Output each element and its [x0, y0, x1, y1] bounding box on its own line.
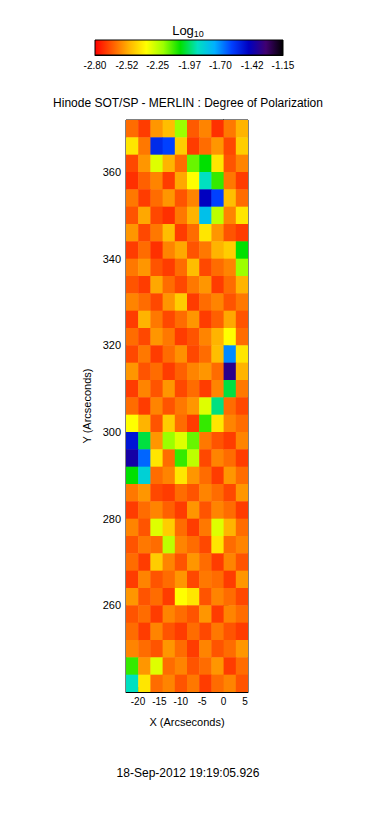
svg-text:-2.80: -2.80 — [84, 60, 107, 71]
svg-text:10: 10 — [194, 29, 204, 39]
svg-text:300: 300 — [103, 426, 121, 438]
svg-text:320: 320 — [103, 339, 121, 351]
svg-text:5: 5 — [242, 696, 248, 707]
svg-text:280: 280 — [103, 513, 121, 525]
svg-text:-1.97: -1.97 — [178, 60, 201, 71]
svg-text:-5: -5 — [198, 696, 207, 707]
svg-text:-1.42: -1.42 — [241, 60, 264, 71]
svg-text:360: 360 — [103, 166, 121, 178]
svg-text:Y (Arcseconds): Y (Arcseconds) — [81, 369, 93, 444]
svg-text:-1.70: -1.70 — [209, 60, 232, 71]
svg-text:-20: -20 — [131, 696, 146, 707]
svg-text:-10: -10 — [174, 696, 189, 707]
svg-text:X (Arcseconds): X (Arcseconds) — [149, 716, 224, 728]
svg-text:Hinode SOT/SP - MERLIN : Degre: Hinode SOT/SP - MERLIN : Degree of Polar… — [53, 96, 323, 110]
svg-text:0: 0 — [221, 696, 227, 707]
svg-text:-1.15: -1.15 — [272, 60, 295, 71]
svg-text:-2.52: -2.52 — [116, 60, 139, 71]
svg-text:260: 260 — [103, 599, 121, 611]
svg-text:Log: Log — [172, 23, 194, 38]
svg-text:340: 340 — [103, 253, 121, 265]
svg-text:-2.25: -2.25 — [146, 60, 169, 71]
svg-text:18-Sep-2012 19:19:05.926: 18-Sep-2012 19:19:05.926 — [117, 766, 260, 780]
svg-text:-15: -15 — [152, 696, 167, 707]
